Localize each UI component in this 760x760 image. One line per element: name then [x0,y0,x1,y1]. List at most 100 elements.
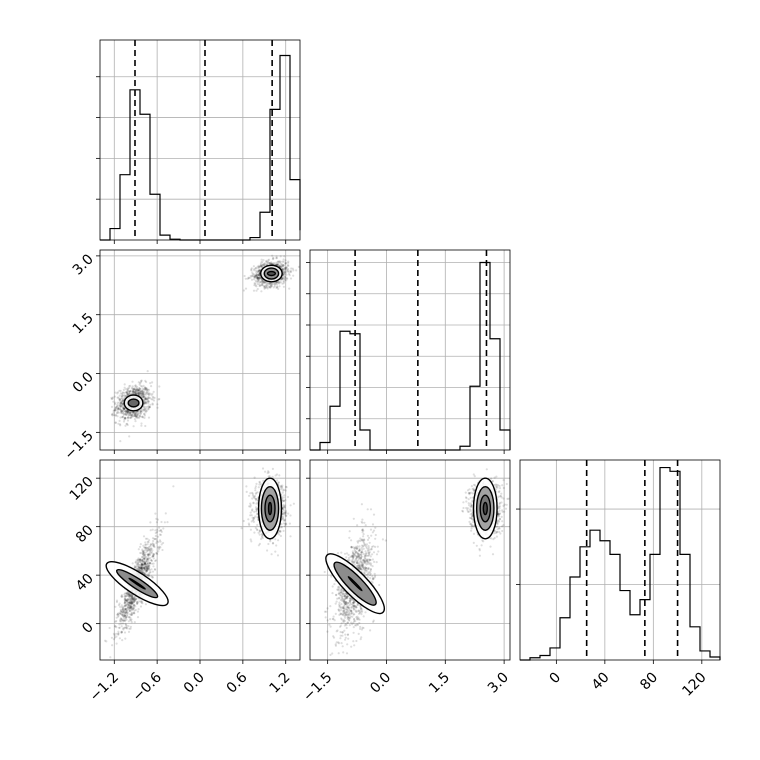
sample-point [144,387,147,390]
sample-point [338,587,341,590]
sample-point [142,408,145,411]
sample-point [273,283,276,286]
sample-point [363,539,366,542]
sample-point [120,617,123,621]
sample-point [139,565,142,568]
sample-point [343,615,346,618]
sample-point [132,607,135,610]
sample-point [362,529,365,532]
sample-point [133,596,136,599]
sample-point [149,392,152,395]
sample-point [108,626,111,630]
sample-point [156,553,159,556]
sample-point [251,273,254,276]
sample-point [253,275,256,279]
sample-point [334,602,337,605]
sample-point [347,601,350,605]
sample-point [248,505,251,508]
sample-point [364,524,367,527]
sample-point [119,401,123,404]
sample-point [119,620,122,623]
sample-point [127,410,130,413]
sample-point [149,561,152,565]
sample-point [127,414,130,417]
sample-point [128,609,131,613]
sample-point [116,408,119,411]
sample-point [353,560,356,563]
sample-point [368,558,371,561]
sample-point [357,555,360,559]
sample-point [131,598,134,601]
sample-point [130,597,133,600]
sample-point [352,517,355,520]
sample-point [154,531,157,535]
sample-point [131,411,135,414]
sample-point [133,603,136,607]
sample-point [129,602,132,605]
sample-point [362,552,365,556]
sample-point [254,492,257,495]
sample-point [142,412,146,415]
sample-point [255,271,258,274]
sample-point [122,407,126,410]
sample-point [139,381,142,384]
sample-point [143,567,146,570]
sample-point [143,549,146,552]
sample-point [348,619,351,622]
sample-point [122,605,125,609]
sample-point [144,562,147,566]
sample-point [255,528,258,531]
sample-point [339,630,342,634]
sample-point [124,637,127,640]
sample-point [147,573,150,577]
sample-point [147,562,150,565]
sample-point [158,529,161,533]
sample-point [267,470,270,473]
sample-point [123,598,126,601]
sample-point [160,530,163,534]
sample-point [141,391,144,394]
sample-point [261,467,265,470]
sample-point [117,612,120,615]
sample-point [352,599,356,603]
sample-point [125,411,128,414]
sample-point [119,389,122,392]
sample-point [147,548,150,551]
sample-point [353,563,356,566]
sample-point [356,623,359,626]
sample-point [348,618,351,621]
sample-point [120,404,123,407]
sample-point [119,392,122,395]
sample-point [276,261,279,264]
sample-point [140,568,143,572]
sample-point [123,418,126,421]
sample-point [280,277,284,281]
sample-point [129,606,132,609]
sample-point [361,626,364,629]
sample-point [262,479,265,482]
sample-point [326,607,329,610]
sample-point [342,651,345,654]
sample-point [149,571,152,574]
sample-point [139,387,142,391]
sample-point [138,565,141,568]
sample-point [123,631,127,634]
sample-point [152,544,155,547]
sample-point [257,265,260,268]
sample-point [120,400,123,403]
sample-point [134,384,137,387]
sample-point [355,550,358,554]
sample-point [151,552,155,556]
sample-point [147,402,150,405]
sample-point [157,535,160,538]
sample-point [116,613,119,616]
sample-point [118,626,121,629]
sample-point [341,645,344,648]
sample-point [132,604,135,607]
sample-point [364,559,367,563]
sample-point [135,387,138,390]
sample-point [126,389,129,392]
sample-point [266,286,269,289]
sample-point [120,612,123,615]
sample-point [128,385,131,388]
